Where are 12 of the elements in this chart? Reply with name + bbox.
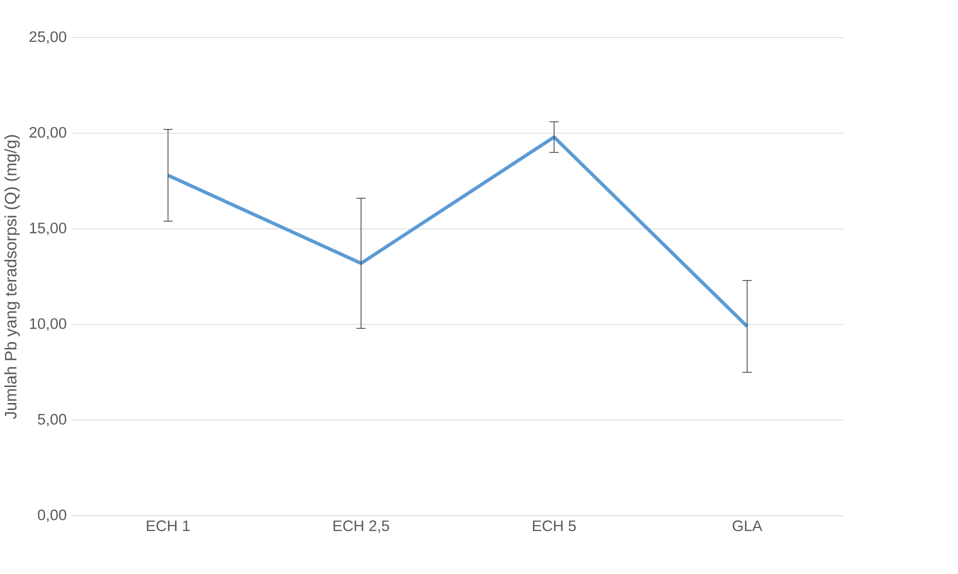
line-series xyxy=(166,135,749,328)
y-tick-label: 5,00 xyxy=(38,414,66,426)
y-tick-label: 15,00 xyxy=(30,222,66,236)
x-tick-label: ECH 2,5 xyxy=(334,520,390,533)
y-tick-label: 10,00 xyxy=(30,318,66,331)
y-tick-label: 25,00 xyxy=(30,31,66,44)
y-tick-label: 0,00 xyxy=(38,509,66,522)
x-tick-label: GLA xyxy=(732,520,762,532)
y-axis-title: Jumlah Pb yang teradsorpsi (Q) (mg/g) xyxy=(4,135,20,419)
x-tick-label: ECH 1 xyxy=(146,520,190,532)
x-tick-label: ECH 5 xyxy=(532,520,576,532)
y-tick-label: 20,00 xyxy=(30,126,66,140)
